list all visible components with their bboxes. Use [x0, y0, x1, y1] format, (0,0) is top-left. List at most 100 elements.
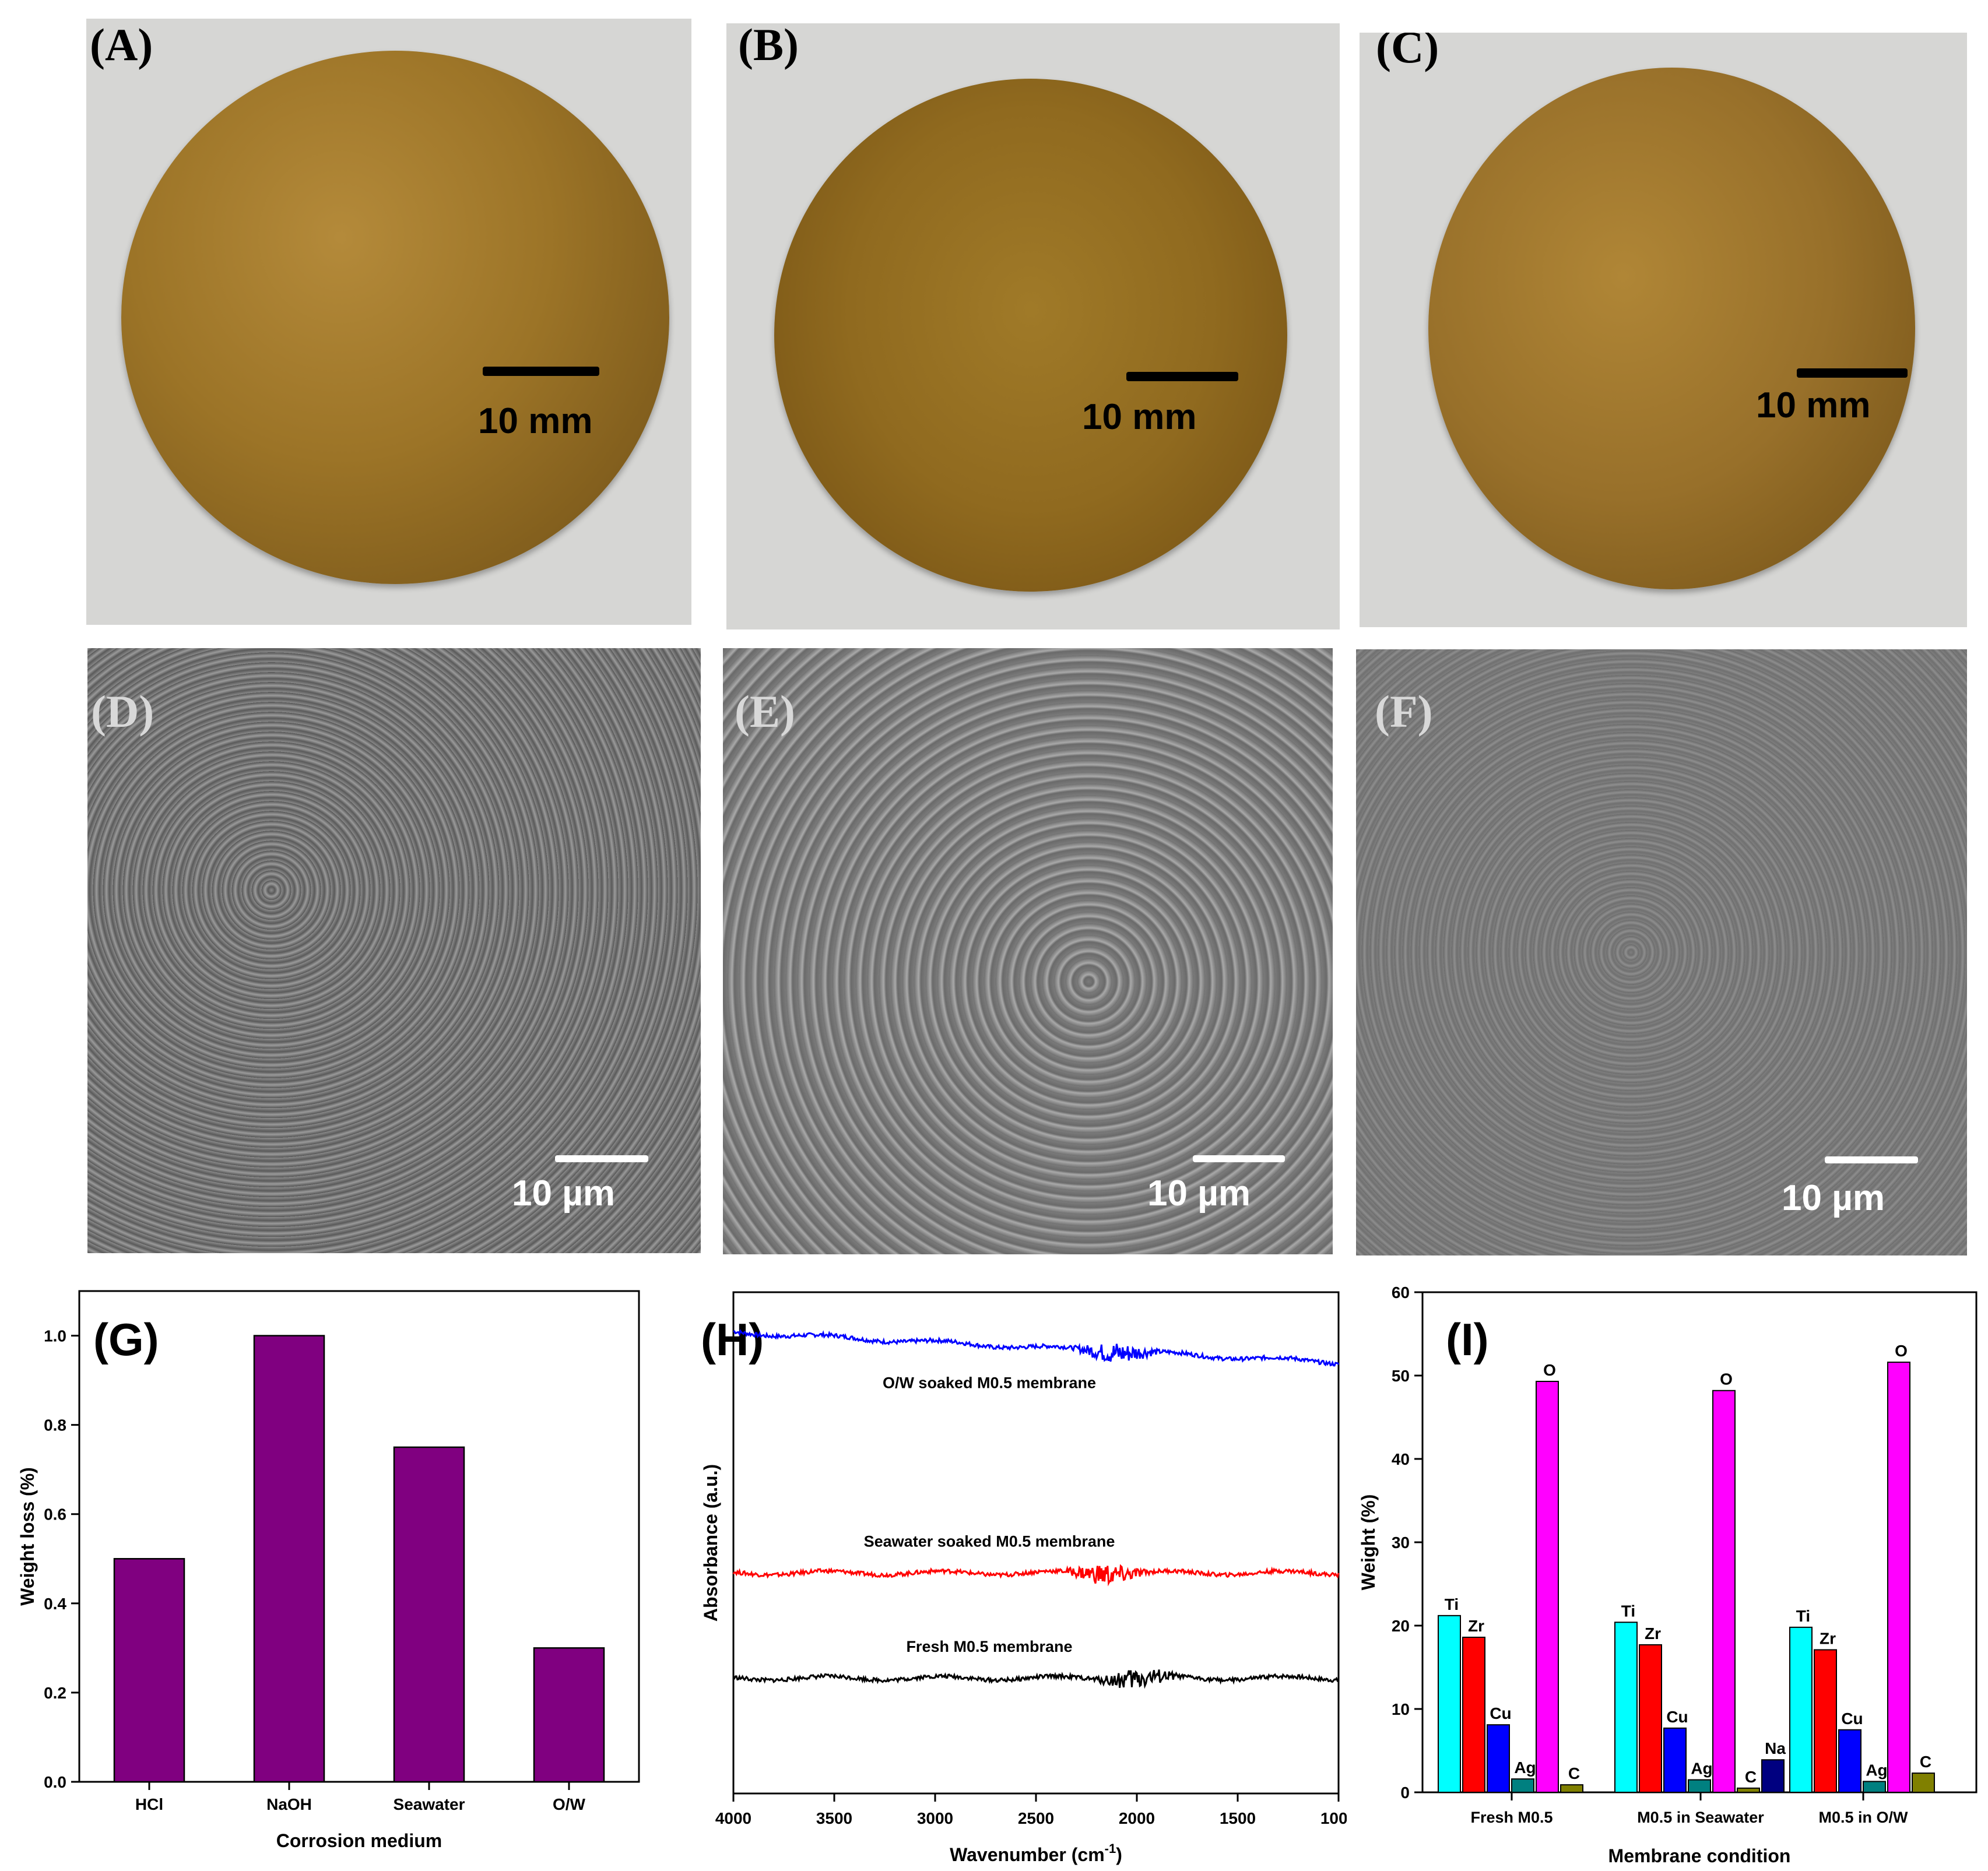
i-bar-label: Cu [1666, 1708, 1688, 1726]
g-bar-seawater [393, 1446, 465, 1783]
i-bar-2-c [1912, 1772, 1935, 1793]
panel-b-scale-bar [1126, 372, 1238, 381]
i-bar-0-o [1536, 1381, 1559, 1793]
g-ytick-label: 0.8 [44, 1416, 66, 1434]
i-bar-0-zr [1462, 1637, 1485, 1793]
panel-i-label: (I) [1446, 1314, 1489, 1365]
i-bar-label: Zr [1645, 1624, 1661, 1643]
panel-a-label: (A) [90, 19, 153, 70]
h-series-label-1: Seawater soaked M0.5 membrane [864, 1533, 1115, 1550]
h-xtick-label: 1000 [1320, 1809, 1347, 1827]
g-y-axis-title: Weight loss (%) [17, 1467, 38, 1606]
i-bar-label: O [1720, 1370, 1733, 1388]
i-bar-2-ti [1789, 1626, 1813, 1793]
membrane-disc-c [1428, 68, 1915, 589]
h-x-axis-title: Wavenumber (cm-1) [950, 1841, 1122, 1865]
i-bar-0-cu [1487, 1724, 1510, 1793]
i-bar-2-ag [1863, 1781, 1886, 1793]
i-bar-label: Zr [1468, 1617, 1484, 1635]
panel-e-label: (E) [735, 686, 795, 737]
i-ytick-label: 20 [1392, 1617, 1410, 1635]
i-bar-label: Cu [1841, 1710, 1863, 1728]
panel-f-scale-bar [1825, 1156, 1918, 1163]
i-bar-label: C [1568, 1764, 1580, 1782]
panel-g-label: (G) [93, 1314, 159, 1365]
panel-b-label: (B) [738, 23, 799, 70]
i-bar-2-o [1887, 1362, 1910, 1793]
g-ytick-label: 0.6 [44, 1506, 66, 1524]
panel-c-photo: (C) 10 mm [1360, 33, 1967, 627]
g-bar-naoh [253, 1335, 325, 1783]
i-bar-0-c [1560, 1784, 1583, 1793]
i-bar-1-c [1737, 1787, 1760, 1793]
h-series-label-2: Fresh M0.5 membrane [906, 1638, 1072, 1655]
panel-d-sem: (D) 10 µm [87, 648, 701, 1253]
g-ytick-label: 0.0 [44, 1773, 66, 1791]
i-ytick-label: 30 [1392, 1534, 1410, 1552]
panel-f-sem: (F) 10 µm [1356, 649, 1967, 1255]
i-ytick-label: 60 [1392, 1283, 1410, 1302]
chart-i-edx: (I) 0 10 20 30 40 50 60 Ti Zr Cu Ag O C Fresh M0.5 Ti Z… [1358, 1283, 1978, 1866]
i-category-label: M0.5 in Seawater [1637, 1809, 1764, 1826]
i-y-axis-title: Weight (%) [1358, 1494, 1379, 1591]
membrane-disc-a [121, 51, 669, 584]
h-series-line-0 [733, 1329, 1340, 1367]
i-bar-label: Ag [1866, 1761, 1887, 1779]
i-bar-label: Ti [1445, 1595, 1459, 1613]
panel-c-label: (C) [1376, 33, 1439, 72]
g-plot-frame [78, 1290, 640, 1783]
i-bar-label: C [1920, 1753, 1931, 1771]
i-bar-label: Na [1765, 1739, 1786, 1757]
chart-g-weight-loss: (G) 0.0 0.2 0.4 0.6 0.8 1.0 HCl NaOH Seawater O/W… [17, 1290, 640, 1851]
panel-a-scale-text: 10 mm [478, 401, 593, 441]
h-xtick-label: 1500 [1220, 1809, 1256, 1827]
g-bar-ow [533, 1647, 605, 1783]
g-x-axis-title: Corrosion medium [276, 1830, 442, 1851]
i-bar-1-o [1712, 1390, 1736, 1793]
panel-c-scale-bar [1797, 368, 1908, 378]
i-bar-label: O [1543, 1361, 1556, 1379]
chart-h-ftir: (H) 4000 3500 3000 2500 2000 1500 1000 O/W soak… [700, 1291, 1347, 1865]
panel-a-scale-bar [483, 367, 599, 376]
i-bar-1-zr [1639, 1644, 1662, 1793]
panel-c-scale-text: 10 mm [1756, 385, 1871, 425]
g-category-label: NaOH [266, 1795, 312, 1813]
h-series-label-0: O/W soaked M0.5 membrane [883, 1374, 1096, 1392]
i-bar-2-zr [1814, 1649, 1837, 1793]
panel-h-label: (H) [701, 1314, 764, 1365]
i-bar-1-na [1761, 1759, 1785, 1793]
i-bar-label: Cu [1490, 1704, 1511, 1722]
panel-b-scale-text: 10 mm [1082, 397, 1197, 437]
i-bar-0-ti [1438, 1615, 1461, 1793]
panel-f-scale-text: 10 µm [1782, 1178, 1885, 1218]
h-series-line-1 [732, 1564, 1340, 1587]
panel-d-label: (D) [91, 686, 154, 737]
membrane-disc-b [774, 79, 1287, 592]
h-series-line-2 [732, 1669, 1339, 1689]
h-xtick-label: 2000 [1119, 1809, 1155, 1827]
g-category-label: HCl [135, 1795, 163, 1813]
panel-d-scale-text: 10 µm [512, 1173, 616, 1214]
i-x-axis-title: Membrane condition [1608, 1845, 1791, 1866]
h-x-axis-title-sup: -1 [1105, 1841, 1116, 1856]
h-xtick-label: 4000 [715, 1809, 751, 1827]
h-xtick-label: 2500 [1018, 1809, 1054, 1827]
i-bar-label: O [1895, 1342, 1908, 1360]
i-bar-label: Zr [1820, 1629, 1836, 1647]
panel-f-label: (F) [1375, 686, 1433, 737]
i-bar-1-ag [1688, 1779, 1711, 1793]
i-bar-2-cu [1838, 1729, 1861, 1793]
g-bar-hcl [113, 1558, 185, 1783]
i-ytick-label: 0 [1400, 1784, 1410, 1802]
i-bar-label: C [1745, 1768, 1757, 1786]
i-bar-label: Ti [1621, 1602, 1635, 1620]
i-category-label: M0.5 in O/W [1818, 1809, 1908, 1826]
h-xtick-label: 3500 [816, 1809, 852, 1827]
h-x-axis-title-tail: ) [1116, 1844, 1122, 1865]
i-ytick-label: 10 [1392, 1700, 1410, 1718]
i-bar-label: Ti [1796, 1607, 1810, 1625]
i-category-label: Fresh M0.5 [1470, 1809, 1553, 1826]
panel-b-photo: (B) 10 mm [726, 23, 1340, 629]
g-category-label: Seawater [394, 1795, 465, 1813]
panel-e-scale-text: 10 µm [1147, 1173, 1251, 1214]
